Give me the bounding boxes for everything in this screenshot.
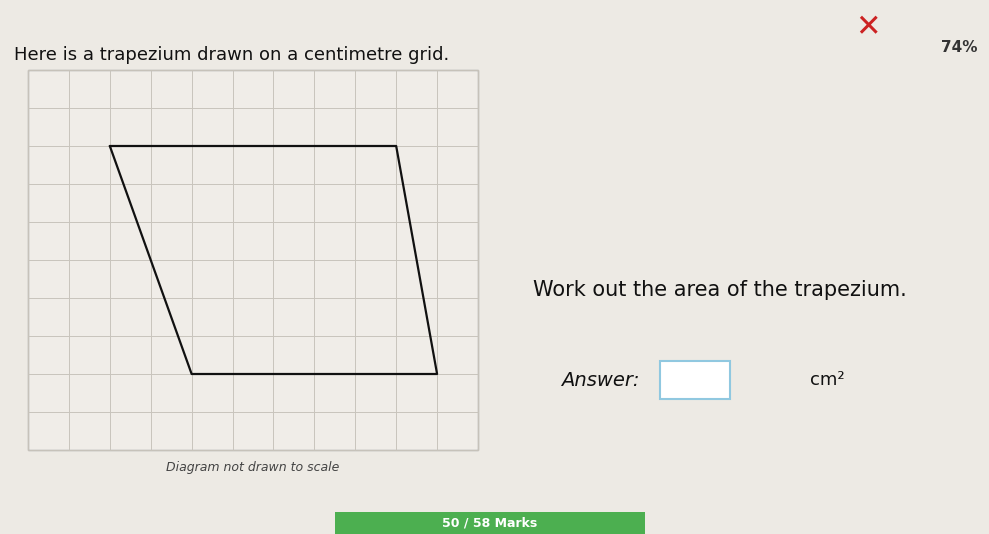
Text: 74%: 74% (942, 41, 978, 56)
Text: Answer:: Answer: (562, 371, 640, 389)
Text: cm²: cm² (810, 371, 845, 389)
Bar (335, 512, 645, 534)
Text: ✕: ✕ (855, 13, 881, 43)
Text: Work out the area of the trapezium.: Work out the area of the trapezium. (533, 280, 907, 300)
Bar (28, 70, 478, 450)
Text: 50 / 58 Marks: 50 / 58 Marks (442, 516, 538, 530)
FancyBboxPatch shape (660, 361, 730, 399)
Text: Here is a trapezium drawn on a centimetre grid.: Here is a trapezium drawn on a centimetr… (14, 46, 449, 64)
Text: Diagram not drawn to scale: Diagram not drawn to scale (166, 461, 339, 475)
